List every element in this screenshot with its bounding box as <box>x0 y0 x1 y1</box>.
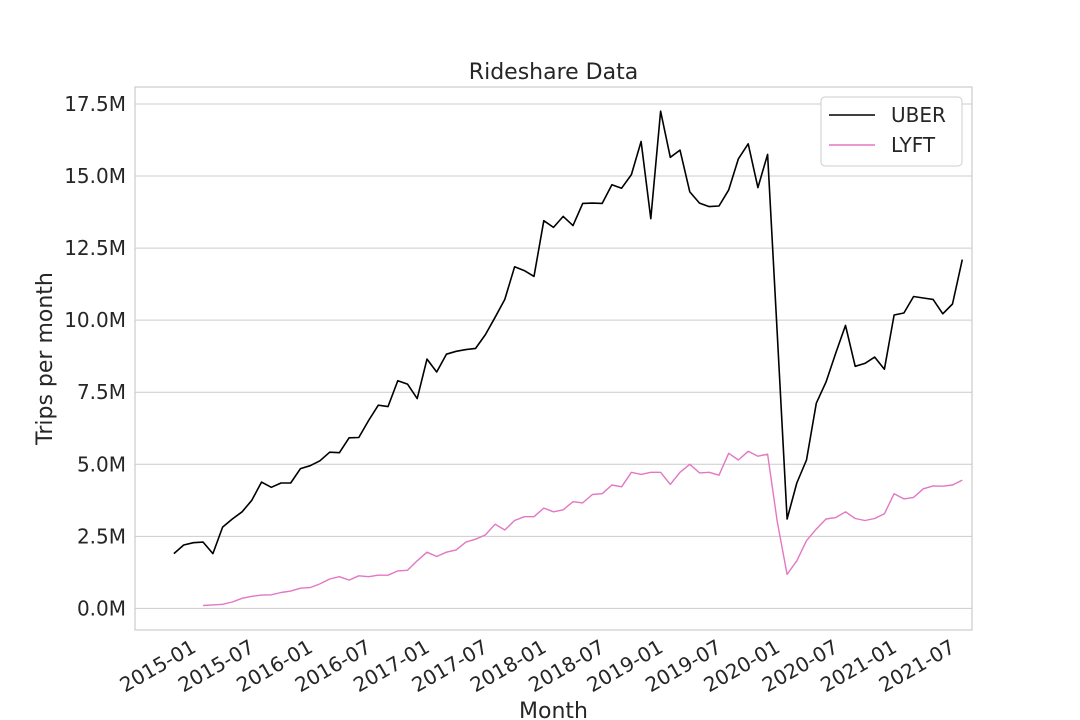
y-axis-label: Trips per month <box>33 272 58 446</box>
grid-lines <box>135 103 972 609</box>
y-tick-labels: 0.0M 2.5M 5.0M 7.5M 10.0M 12.5M 15.0M 17.5M <box>64 92 126 620</box>
legend-label-uber: UBER <box>891 103 946 127</box>
y-tick-label: 10.0M <box>64 308 126 332</box>
series-line-lyft <box>203 450 963 607</box>
y-tick-label: 12.5M <box>64 236 126 260</box>
series-line-uber <box>173 110 964 555</box>
chart-title: Rideshare Data <box>469 60 638 85</box>
y-tick-label: 0.0M <box>77 596 126 620</box>
y-tick-label: 5.0M <box>77 452 126 476</box>
y-tick-label: 2.5M <box>77 524 126 548</box>
y-tick-label: 7.5M <box>77 380 126 404</box>
series-lines <box>173 110 964 607</box>
y-tick-label: 17.5M <box>64 92 126 116</box>
legend-label-lyft: LYFT <box>891 133 936 157</box>
x-axis-label: Month <box>519 699 588 720</box>
legend: UBER LYFT <box>820 96 963 167</box>
y-tick-label: 15.0M <box>64 164 126 188</box>
plot-frame <box>134 86 973 631</box>
